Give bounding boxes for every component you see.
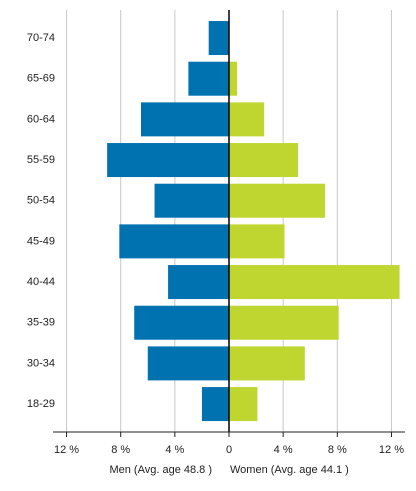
bar xyxy=(229,387,258,422)
bar xyxy=(229,346,305,381)
bar xyxy=(141,102,229,137)
y-tick-label: 45-49 xyxy=(27,235,55,247)
y-tick-label: 65-69 xyxy=(27,73,55,85)
legend-label: Men (Avg. age 48.8 ) xyxy=(109,464,212,476)
bar xyxy=(229,102,265,137)
y-tick-label: 30-34 xyxy=(27,357,55,369)
bar xyxy=(119,224,229,259)
y-tick-label: 70-74 xyxy=(27,32,55,44)
x-tick-label: 8 % xyxy=(111,444,130,456)
y-tick-label: 60-64 xyxy=(27,113,55,125)
bar xyxy=(229,224,285,259)
bar xyxy=(229,305,339,340)
x-tick-label: 4 % xyxy=(165,444,184,456)
x-tick-label: 12 % xyxy=(379,444,404,456)
bar xyxy=(208,21,229,56)
bar xyxy=(168,265,229,300)
bar xyxy=(229,61,238,96)
bar xyxy=(107,143,229,178)
bar xyxy=(147,346,229,381)
x-tick-label: 8 % xyxy=(328,444,347,456)
x-tick-label: 0 xyxy=(226,444,232,456)
y-tick-label: 40-44 xyxy=(27,276,55,288)
y-tick-label: 35-39 xyxy=(27,317,55,329)
bar xyxy=(229,143,299,178)
bar xyxy=(201,387,229,422)
bar xyxy=(188,61,229,96)
x-tick-label: 12 % xyxy=(54,444,79,456)
x-tick-label: 4 % xyxy=(274,444,293,456)
legend-label: Women (Avg. age 44.1 ) xyxy=(230,464,349,476)
y-tick-label: 50-54 xyxy=(27,195,55,207)
bar xyxy=(229,183,326,218)
y-tick-label: 18-29 xyxy=(27,398,55,410)
bar xyxy=(229,265,400,300)
bar xyxy=(154,183,229,218)
bar xyxy=(134,305,229,340)
y-tick-label: 55-59 xyxy=(27,154,55,166)
